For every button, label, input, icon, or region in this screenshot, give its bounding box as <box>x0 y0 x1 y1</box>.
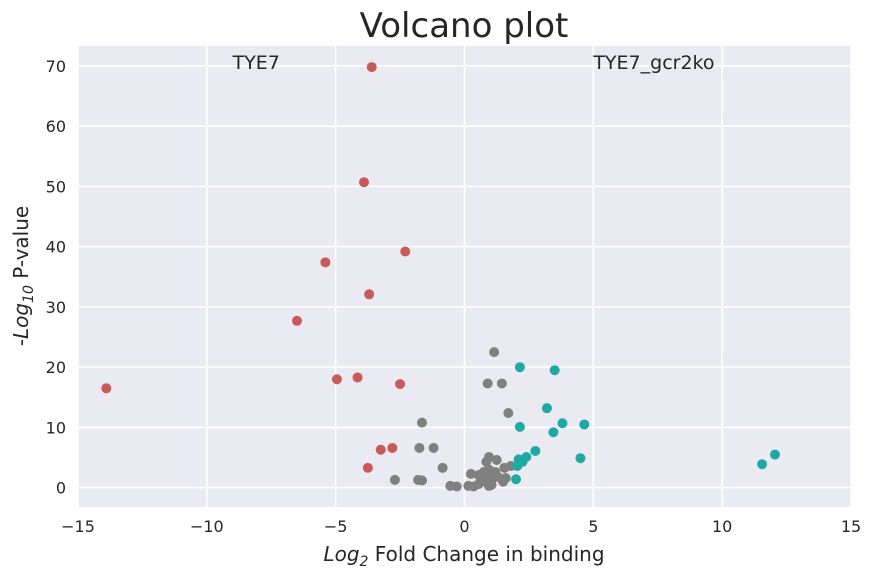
data-point <box>503 407 514 418</box>
data-point <box>514 421 525 432</box>
group-label: TYE7_gcr2ko <box>592 52 714 74</box>
x-axis-label: Log2 Fold Change in binding <box>323 542 604 570</box>
x-tick-label: −15 <box>61 517 95 536</box>
chart-title: Volcano plot <box>360 6 569 46</box>
y-axis-label: -Log10 P-value <box>9 206 37 346</box>
data-point <box>557 418 568 429</box>
group-label: TYE7 <box>232 52 280 74</box>
x-tick-label: 5 <box>588 517 598 536</box>
x-tick-label: −10 <box>190 517 224 536</box>
data-point <box>549 365 560 376</box>
data-point <box>489 347 500 358</box>
data-point <box>481 456 492 467</box>
data-point <box>400 246 411 257</box>
y-tick-label: 70 <box>46 57 66 76</box>
data-point <box>428 442 439 453</box>
data-point <box>375 444 386 455</box>
y-tick-label: 60 <box>46 117 66 136</box>
x-tick-label: −5 <box>324 517 348 536</box>
data-point <box>387 442 398 453</box>
data-point <box>491 454 502 465</box>
data-point <box>575 453 586 464</box>
data-point <box>451 481 462 492</box>
data-point <box>757 459 768 470</box>
data-point <box>769 449 780 460</box>
x-axis-ticks: −15 −10 −5 0 5 10 15 <box>61 517 861 536</box>
data-point <box>359 177 370 188</box>
data-point <box>483 480 494 491</box>
data-point <box>101 383 112 394</box>
x-tick-label: 15 <box>841 517 861 536</box>
data-point <box>320 257 331 268</box>
data-points <box>101 62 780 492</box>
data-point <box>389 474 400 485</box>
grid-lines <box>77 46 852 507</box>
data-point <box>514 362 525 373</box>
y-tick-label: 0 <box>56 479 66 498</box>
data-point <box>437 462 448 473</box>
data-point <box>530 445 541 456</box>
data-point <box>511 474 522 485</box>
data-point <box>352 372 363 383</box>
data-point <box>496 378 507 389</box>
data-point <box>512 461 523 472</box>
data-point <box>482 378 493 389</box>
y-tick-label: 30 <box>46 298 66 317</box>
y-axis-ticks: 0 10 20 30 40 50 60 70 <box>46 57 66 498</box>
y-tick-label: 20 <box>46 358 66 377</box>
data-point <box>548 427 559 438</box>
data-point <box>292 315 303 326</box>
data-point <box>468 481 479 492</box>
group-annotations: TYE7 TYE7_gcr2ko <box>232 52 715 74</box>
x-tick-label: 10 <box>712 517 732 536</box>
data-point <box>362 462 373 473</box>
data-point <box>366 62 377 73</box>
data-point <box>498 476 509 487</box>
y-tick-label: 50 <box>46 177 66 196</box>
data-point <box>499 462 510 473</box>
data-point <box>416 417 427 428</box>
data-point <box>364 289 375 300</box>
data-point <box>414 442 425 453</box>
data-point <box>465 468 476 479</box>
y-tick-label: 40 <box>46 238 66 257</box>
data-point <box>416 475 427 486</box>
data-point <box>395 379 406 390</box>
data-point <box>331 374 342 385</box>
y-tick-label: 10 <box>46 418 66 437</box>
x-tick-label: 0 <box>459 517 469 536</box>
data-point <box>579 419 590 430</box>
data-point <box>541 403 552 414</box>
